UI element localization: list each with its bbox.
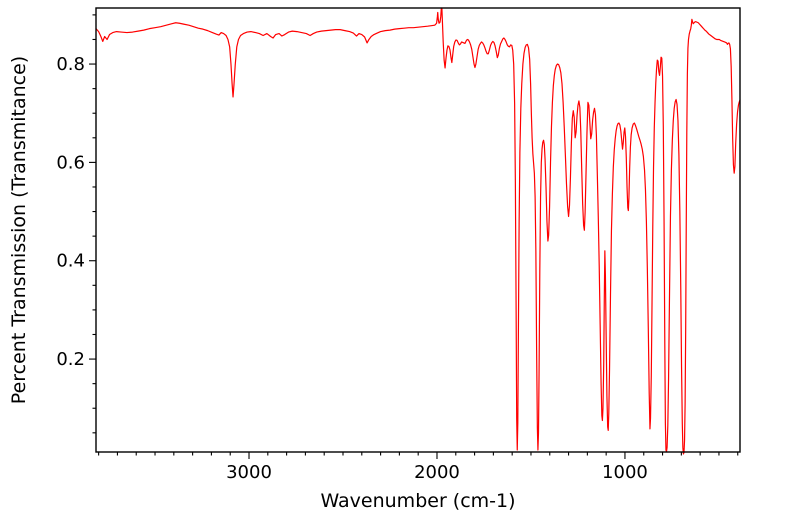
y-tick-label: 0.2: [56, 349, 85, 370]
x-tick-label: 1000: [602, 462, 648, 483]
x-axis-label: Wavenumber (cm-1): [96, 490, 740, 512]
y-tick-label: 0.4: [56, 251, 85, 272]
x-tick-label: 2000: [414, 462, 460, 483]
x-axis-label-text: Wavenumber (cm-1): [320, 490, 516, 512]
plot-frame: [95, 7, 741, 453]
spectrum-line: [95, 7, 741, 455]
y-tick-label: 0.6: [56, 152, 85, 173]
y-tick-label: 0.8: [56, 54, 85, 75]
y-axis-label-text: Percent Transmission (Transmitance): [8, 55, 30, 405]
x-tick-label: 3000: [226, 462, 272, 483]
